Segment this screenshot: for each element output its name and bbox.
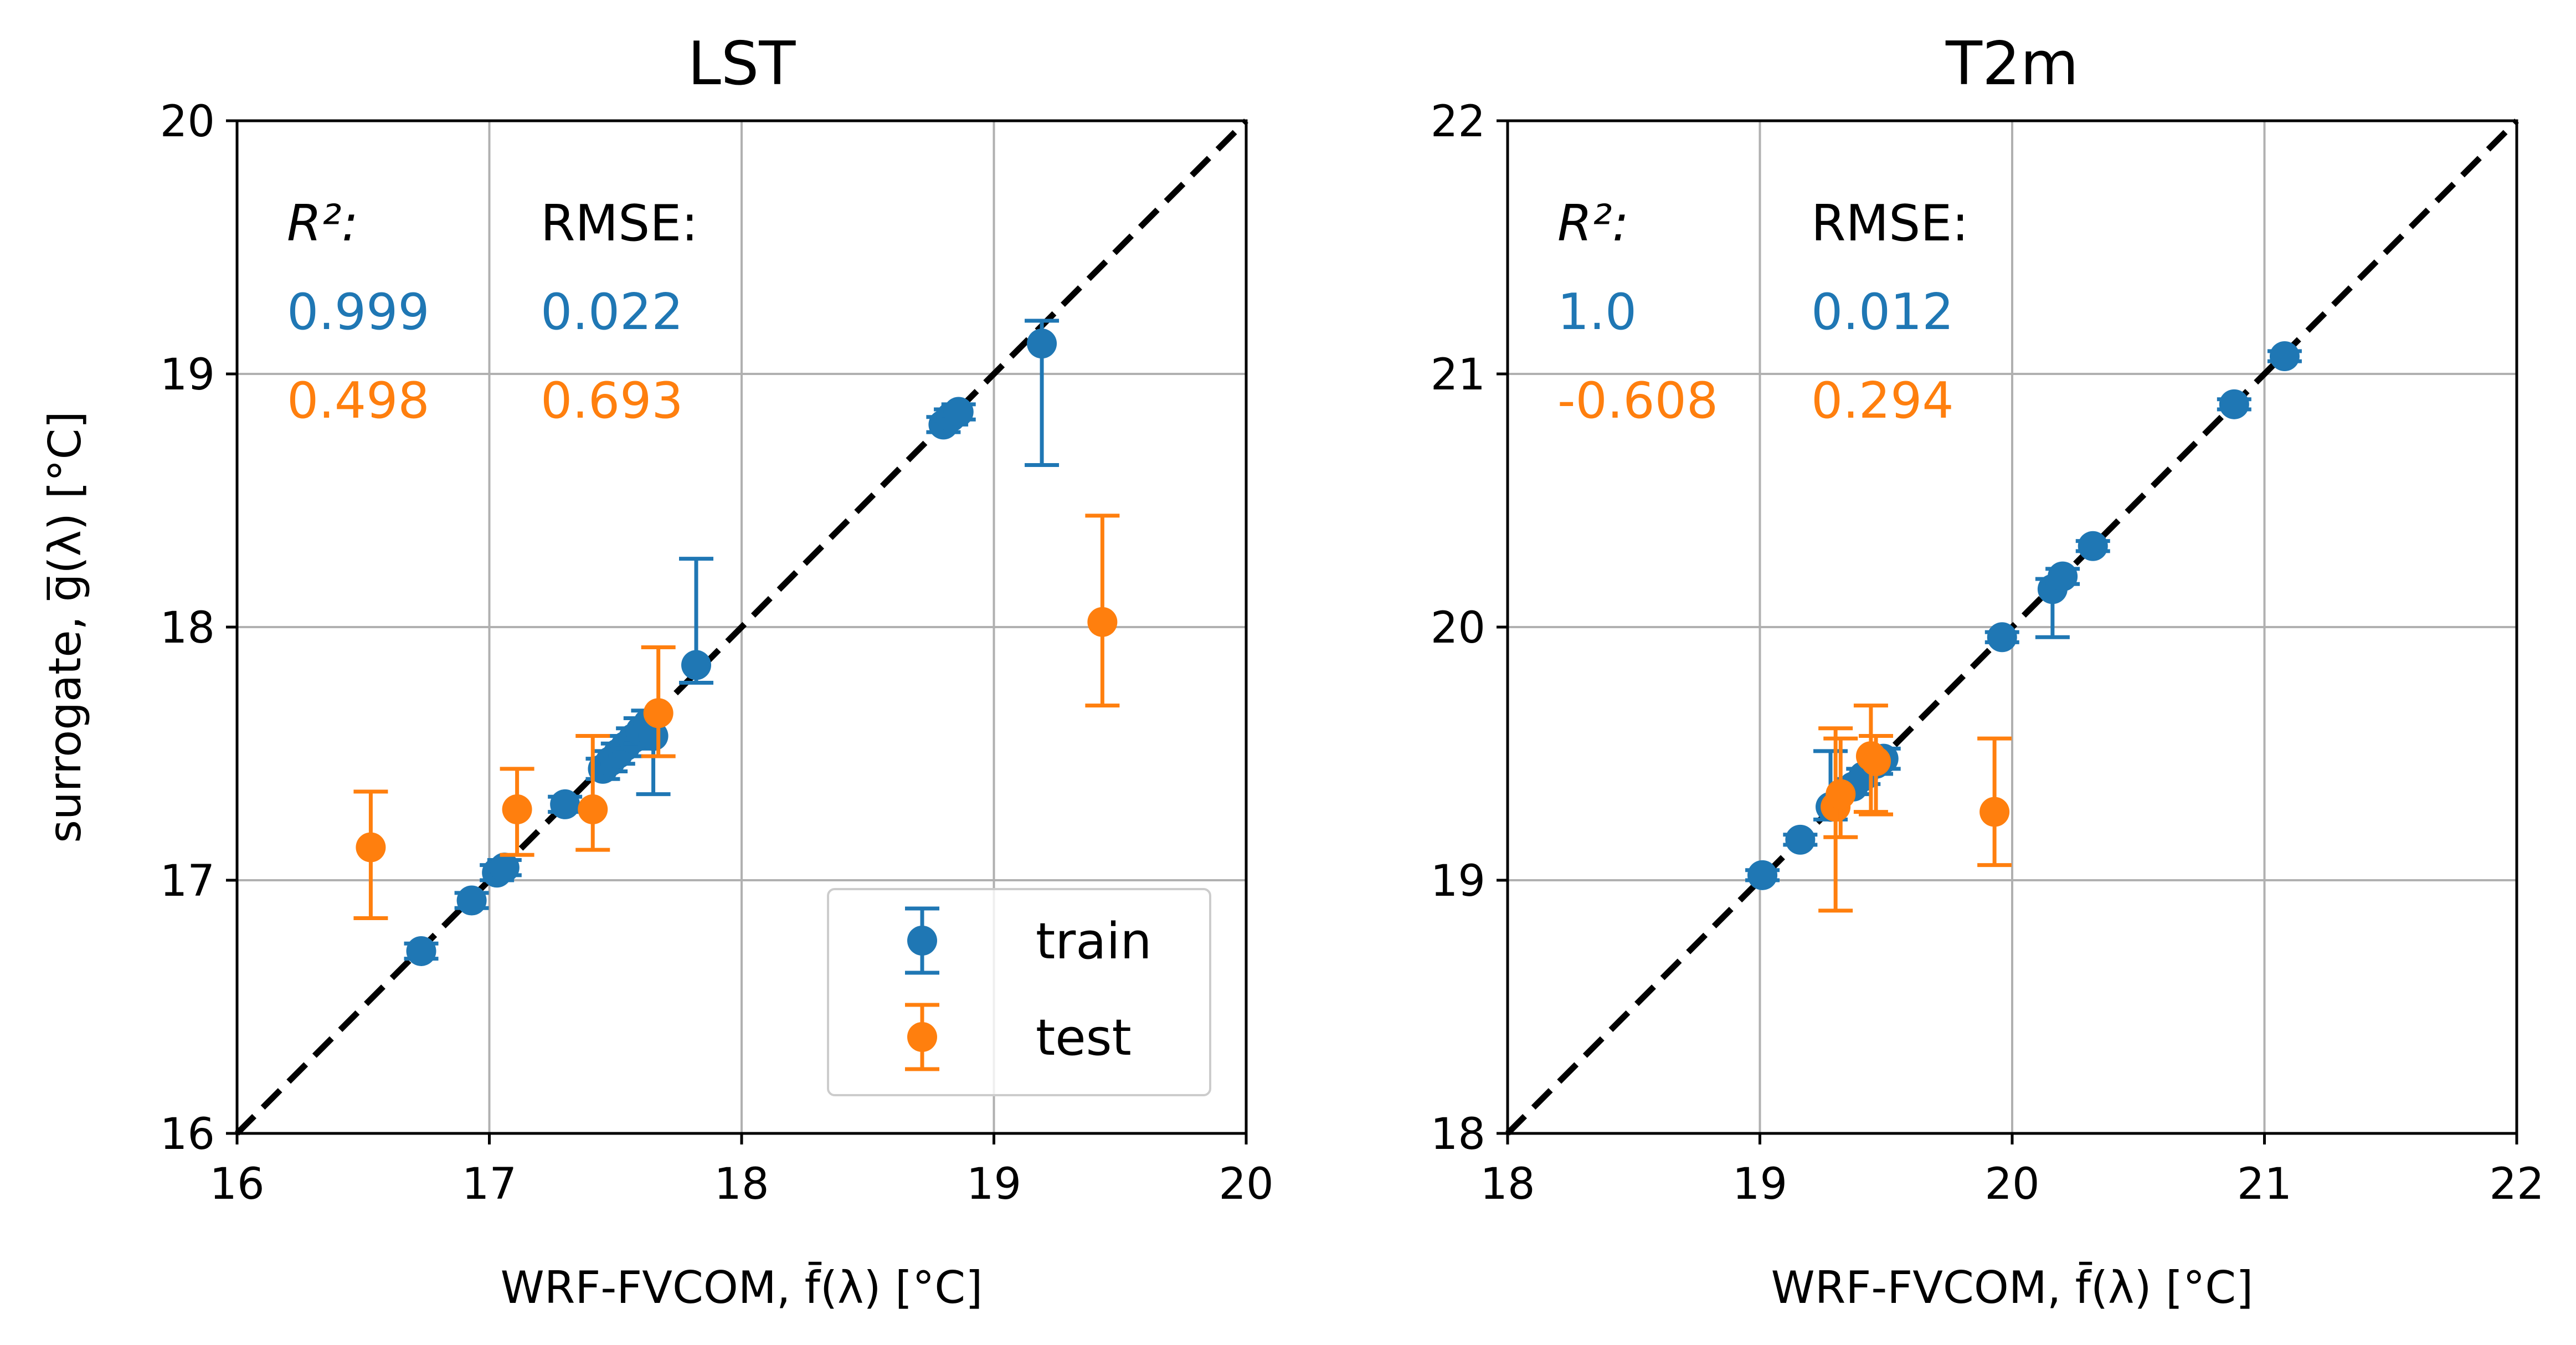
train-point [943,397,974,427]
t2m-train-rmse: 0.012 [1811,283,1954,341]
identity-line [235,119,1248,1136]
train-point [1987,622,2017,653]
test-point [502,794,532,825]
t2m-metrics: R²: RMSE: 1.0 0.012 -0.608 0.294 [1557,194,1969,430]
y-tick-label: 22 [1431,97,1485,147]
lst-test-r2: 0.498 [287,372,430,430]
t2m-ticks [1497,119,2518,1144]
train-point [456,885,487,916]
y-tick-label: 19 [1431,856,1485,906]
lst-metrics: R²: RMSE: 0.999 0.022 0.498 0.693 [287,194,698,430]
y-tick-label: 18 [160,603,215,653]
lst-identity-line [235,119,1248,1136]
train-point [2048,561,2078,592]
test-point [1826,779,1856,809]
legend-test-marker [905,1003,939,1071]
legend-test-label: test [1036,1009,1132,1067]
legend: train test [827,888,1211,1096]
x-tick-label: 20 [1984,1159,2039,1209]
train-point [1027,328,1057,359]
x-tick-label: 22 [2489,1159,2544,1209]
y-tick-label: 20 [160,97,215,147]
t2m-rmse-label: RMSE: [1811,194,1969,253]
t2m-x-axis-label: WRF-FVCOM, f̄(λ) [°C] [1771,1261,2254,1313]
lst-ticks [226,119,1248,1144]
t2m-data-marks [1745,341,2302,913]
train-point [2219,389,2249,419]
train-point [406,936,436,966]
x-tick-label: 19 [966,1159,1021,1209]
t2m-test-r2: -0.608 [1557,372,1718,430]
test-point [643,698,673,728]
x-tick-label: 19 [1732,1159,1787,1209]
train-point [638,721,669,751]
legend-train-label: train [1036,912,1152,971]
t2m-test-rmse: 0.294 [1811,372,1954,430]
x-tick-label: 21 [2237,1159,2292,1209]
test-point [578,794,608,825]
train-point [1747,860,1778,890]
lst-y-axis-label: surrogate, g̅(λ) [°C] [39,411,91,843]
train-point [2078,531,2108,561]
train-point [681,650,712,680]
y-tick-label: 20 [1431,603,1485,653]
lst-title: LST [688,29,796,99]
lst-rmse-label: RMSE: [541,194,698,253]
train-point [1785,824,1816,855]
y-tick-label: 18 [1431,1110,1485,1159]
t2m-r2-label: R²: [1557,194,1629,253]
y-tick-label: 16 [160,1110,215,1159]
lst-train-r2: 0.999 [287,283,430,341]
test-point [356,832,386,863]
lst-train-rmse: 0.022 [541,283,683,341]
x-tick-label: 18 [1480,1159,1535,1209]
legend-point [907,1022,937,1052]
train-point [2269,341,2300,372]
x-tick-label: 20 [1218,1159,1273,1209]
t2m-title: T2m [1945,29,2079,99]
legend-train-marker [905,906,939,975]
train-point [489,853,520,883]
legend-box [827,888,1211,1096]
y-tick-label: 17 [160,856,215,906]
t2m-train-r2: 1.0 [1557,283,1637,341]
test-point [1979,797,2010,827]
test-point [1861,746,1891,777]
lst-data-marks [353,319,1120,966]
legend-point [907,926,937,956]
x-tick-label: 17 [462,1159,517,1209]
lst-x-axis-label: WRF-FVCOM, f̄(λ) [°C] [501,1261,983,1313]
x-tick-label: 18 [714,1159,769,1209]
y-tick-label: 21 [1431,350,1485,400]
test-errorbar [575,734,610,852]
lst-r2-label: R²: [287,194,358,253]
train-point [550,789,580,819]
x-tick-label: 16 [209,1159,264,1209]
y-tick-label: 19 [160,350,215,400]
test-point [1087,607,1118,637]
lst-test-rmse: 0.693 [541,372,683,430]
